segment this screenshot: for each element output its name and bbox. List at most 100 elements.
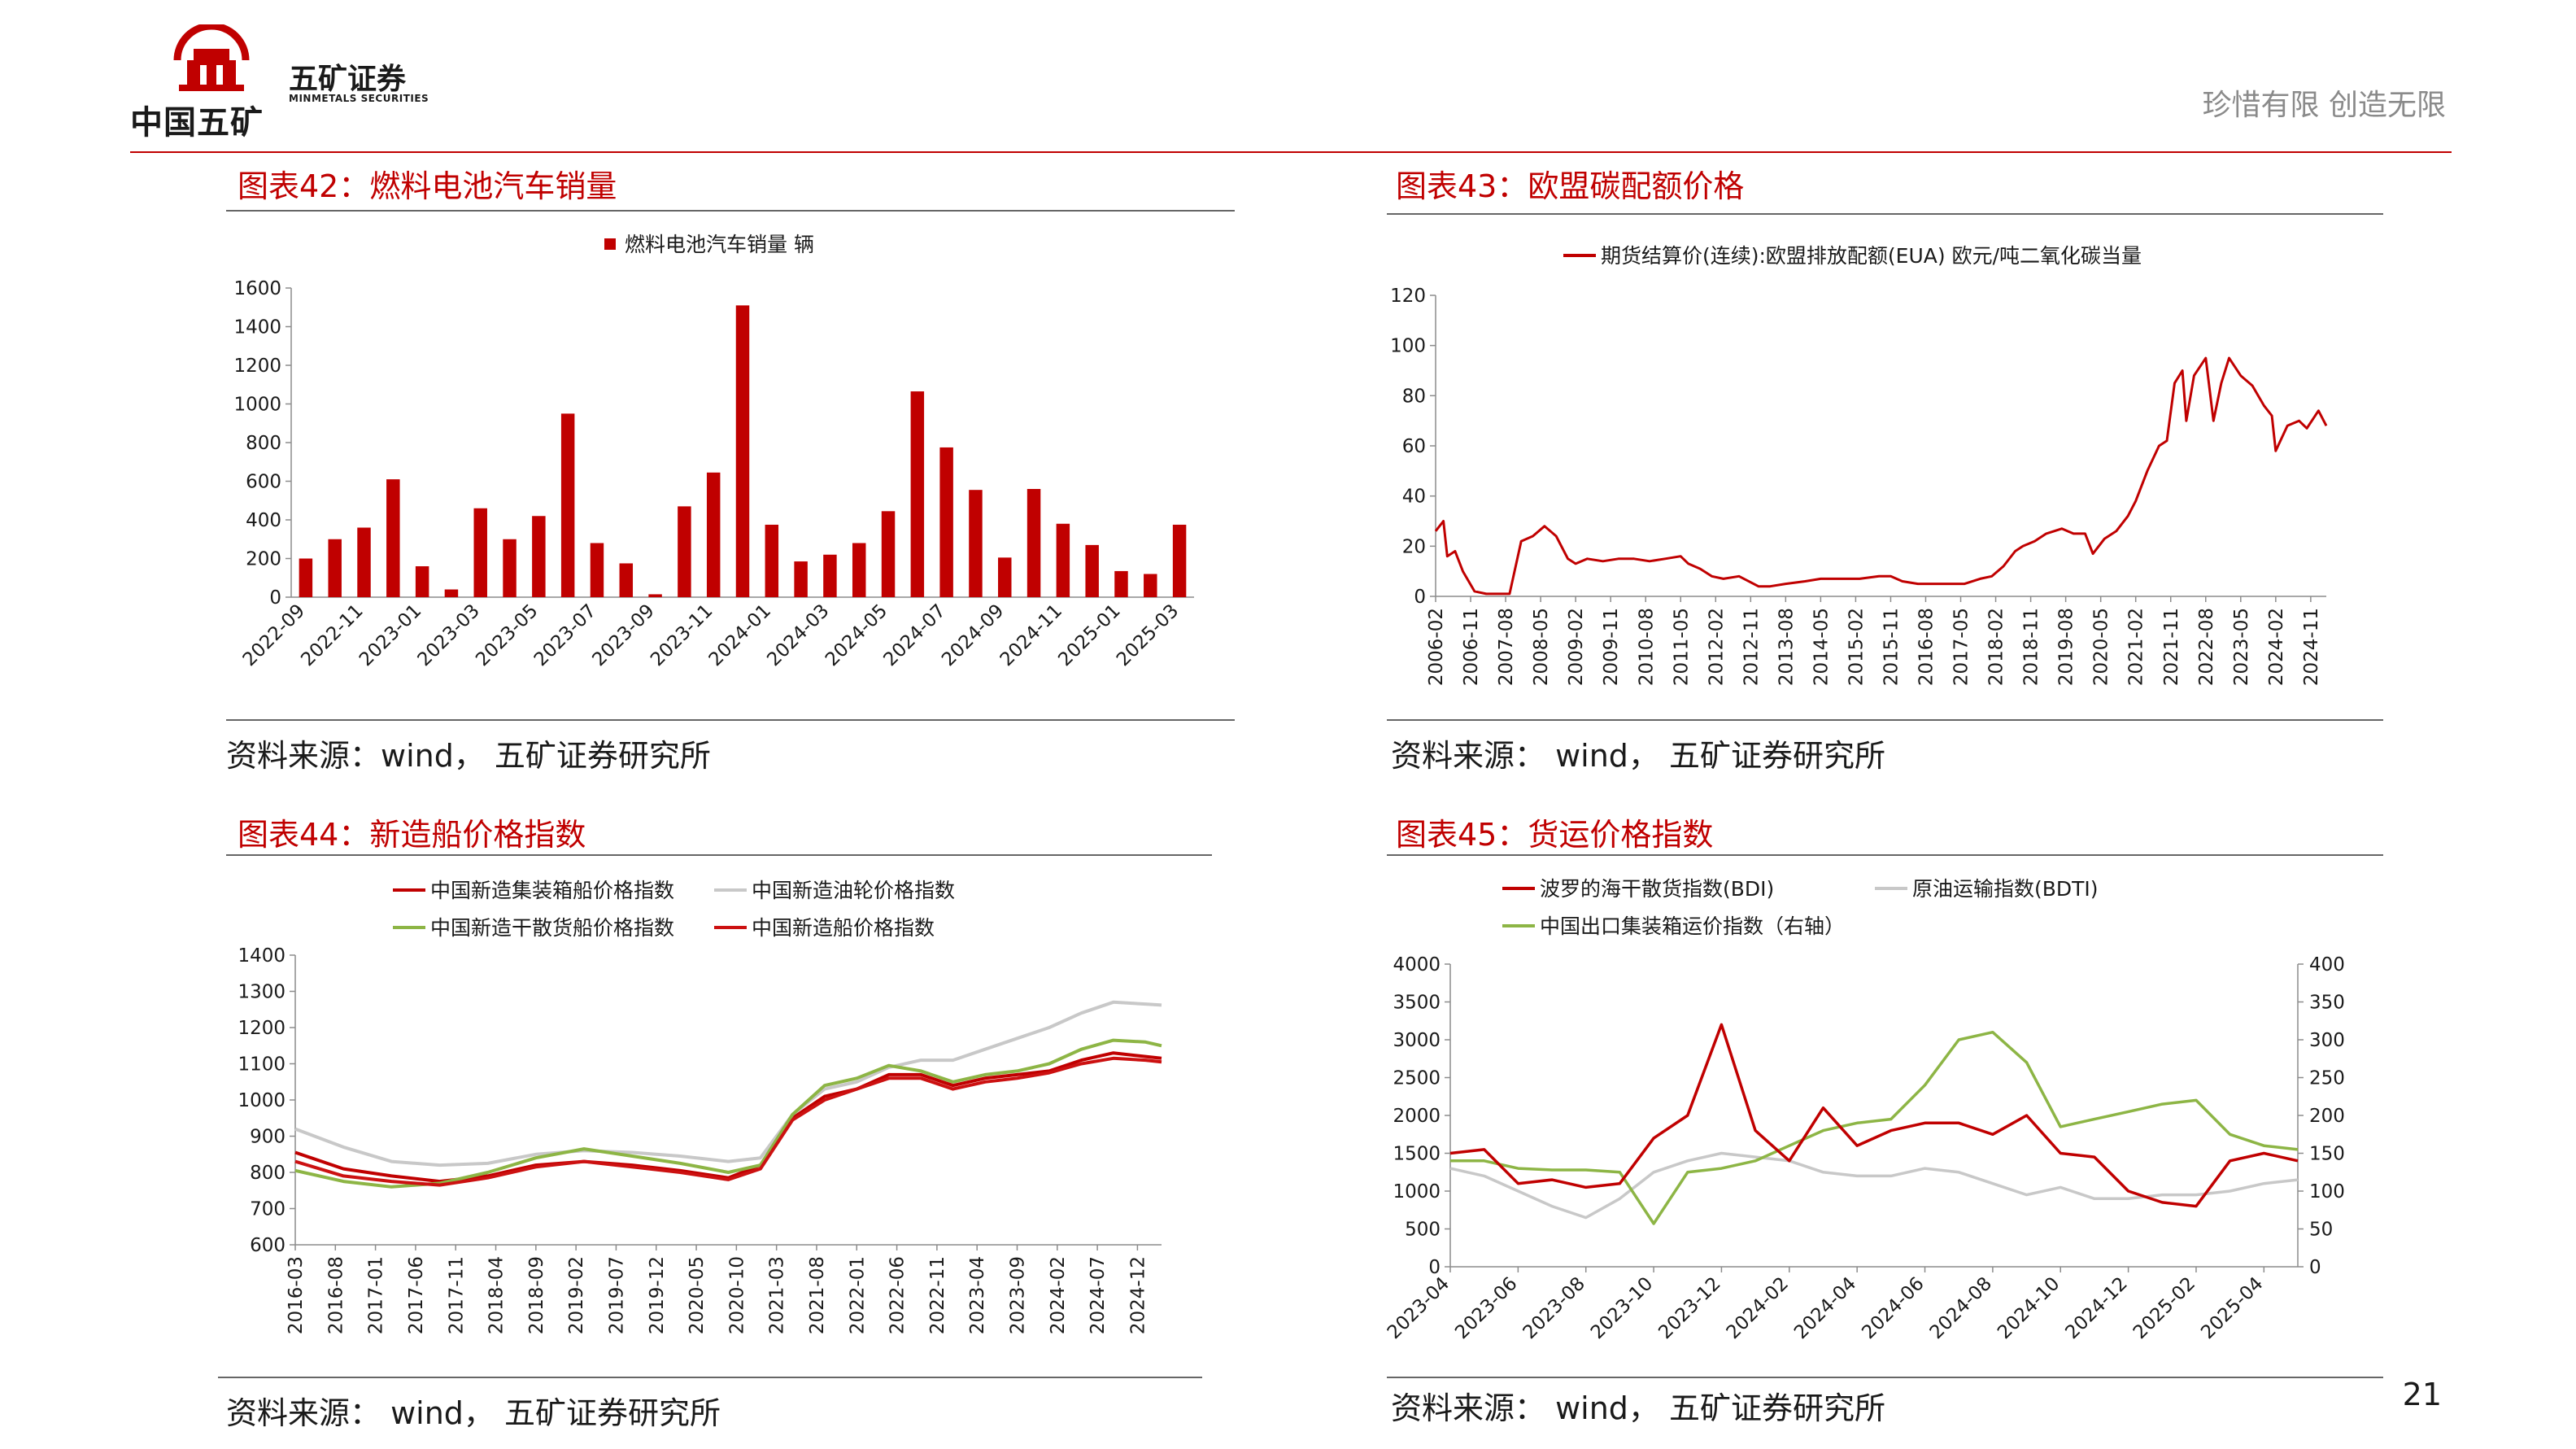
panel-divider: [1387, 213, 2383, 215]
y-tick-label: 100: [1390, 336, 1426, 357]
bar: [473, 508, 487, 597]
x-tick-label: 2021-03: [767, 1256, 788, 1334]
bar: [794, 561, 808, 597]
panel-title: 图表42：燃料电池汽车销量: [238, 168, 617, 204]
bar: [532, 516, 546, 597]
y-tick-label: 4000: [1393, 954, 1441, 975]
panel-title: 图表44：新造船价格指数: [238, 817, 586, 853]
panel-divider: [218, 1377, 1202, 1378]
x-tick-label: 2024-11: [2301, 608, 2322, 686]
x-tick-label: 2024-06: [1858, 1273, 1928, 1343]
x-tick-label: 2023-06: [1451, 1273, 1521, 1343]
x-tick-label: 2023-11: [647, 600, 717, 670]
series-line: [1449, 1023, 2299, 1208]
x-tick-label: 2024-04: [1790, 1273, 1860, 1343]
y-tick-label: 0: [2309, 1257, 2321, 1278]
y-tick-label: 300: [2309, 1030, 2345, 1051]
x-tick-label: 2024-12: [1127, 1256, 1149, 1334]
x-tick-label: 2017-06: [406, 1256, 427, 1334]
x-tick-label: 2017-11: [446, 1256, 467, 1334]
x-tick-label: 2021-08: [807, 1256, 828, 1334]
bar: [415, 566, 429, 597]
bar: [1085, 544, 1099, 597]
y-tick-label: 1400: [238, 945, 285, 967]
panel-divider: [1387, 854, 2383, 856]
x-tick-label: 2022-11: [297, 600, 367, 670]
company-logo: 中国五矿 五矿证券 MINMETALS SECURITIES: [126, 24, 451, 142]
y-tick-label: 350: [2309, 993, 2345, 1014]
x-tick-label: 2022-01: [847, 1256, 868, 1334]
x-tick-label: 2016-08: [325, 1256, 347, 1334]
y-tick-label: 250: [2309, 1068, 2345, 1089]
bar: [328, 539, 342, 597]
panel-title: 图表43：欧盟碳配额价格: [1396, 168, 1745, 204]
series-line: [294, 1056, 1162, 1187]
x-tick-label: 2019-02: [566, 1256, 587, 1334]
x-tick-label: 2024-11: [996, 600, 1066, 670]
bar: [444, 589, 459, 597]
x-tick-label: 2023-05: [2231, 608, 2252, 686]
x-tick-label: 2020-05: [686, 1256, 708, 1334]
y-tick-label: 1200: [238, 1018, 285, 1039]
x-tick-label: 2025-02: [2129, 1273, 2199, 1343]
bar: [678, 506, 691, 597]
bar: [619, 563, 634, 597]
legend-label: 中国新造集装箱船价格指数: [430, 879, 674, 902]
logo-text: 中国五矿: [130, 104, 264, 142]
bar: [1144, 574, 1157, 597]
panel-divider: [226, 854, 1212, 856]
bar: [998, 557, 1012, 597]
y-tick-label: 200: [246, 549, 281, 570]
y-tick-label: 1000: [238, 1090, 285, 1111]
x-tick-label: 2023-03: [414, 600, 484, 670]
y-tick-label: 1000: [233, 395, 281, 416]
panel-divider: [226, 210, 1235, 212]
y-tick-label: 40: [1402, 487, 1426, 508]
y-tick-label: 500: [1405, 1220, 1441, 1241]
bar: [881, 511, 896, 597]
series-line: [294, 1051, 1162, 1184]
x-tick-label: 2018-02: [1986, 608, 2007, 686]
bar: [852, 543, 866, 597]
x-tick-label: 2013-08: [1776, 608, 1797, 686]
freight-index-chart: 0 500 1000 1500 2000 2500 3000 3500 4000 0 50 100 15…: [1387, 877, 2345, 1343]
bar: [969, 490, 983, 597]
x-tick-label: 2018-04: [486, 1256, 508, 1334]
source-note: 资料来源： wind， 五矿证券研究所: [1391, 1390, 1886, 1426]
legend-label: 中国新造油轮价格指数: [752, 879, 955, 902]
series-line: [1450, 1030, 2299, 1225]
y-tick-label: 400: [2309, 954, 2345, 975]
x-tick-label: 2014-05: [1811, 608, 1832, 686]
x-tick-label: 2020-05: [2091, 608, 2112, 686]
y-tick-label: 1600: [233, 278, 281, 299]
bar: [735, 305, 750, 597]
y-tick-label: 600: [250, 1235, 285, 1256]
bar: [765, 524, 779, 597]
bar: [560, 413, 575, 597]
legend-label: 中国新造船价格指数: [752, 916, 935, 940]
x-tick-label: 2019-12: [647, 1256, 668, 1334]
x-tick-label: 2022-06: [887, 1256, 909, 1334]
header-divider: [130, 151, 2452, 153]
panel-divider: [1387, 1377, 2383, 1378]
bar: [299, 558, 313, 597]
series-line: [294, 1000, 1162, 1167]
x-tick-label: 2010-08: [1636, 608, 1657, 686]
x-tick-label: 2024-07: [1087, 1256, 1109, 1334]
legend-swatch: [604, 238, 616, 250]
series-line: [294, 1038, 1162, 1189]
x-tick-label: 2024-03: [763, 600, 833, 670]
x-tick-label: 2018-09: [526, 1256, 547, 1334]
y-tick-label: 1300: [238, 982, 285, 1003]
bar: [1172, 524, 1187, 597]
y-tick-label: 1400: [233, 317, 281, 338]
y-tick-label: 800: [250, 1163, 285, 1184]
bar: [590, 543, 604, 597]
brand-name-en: MINMETALS SECURITIES: [289, 93, 429, 104]
legend-label: 中国新造干散货船价格指数: [430, 916, 674, 940]
y-tick-label: 2000: [1393, 1106, 1441, 1127]
bar: [503, 539, 517, 597]
x-tick-label: 2025-04: [2197, 1273, 2267, 1343]
x-tick-label: 2007-08: [1496, 608, 1517, 686]
x-tick-label: 2025-03: [1113, 600, 1183, 670]
